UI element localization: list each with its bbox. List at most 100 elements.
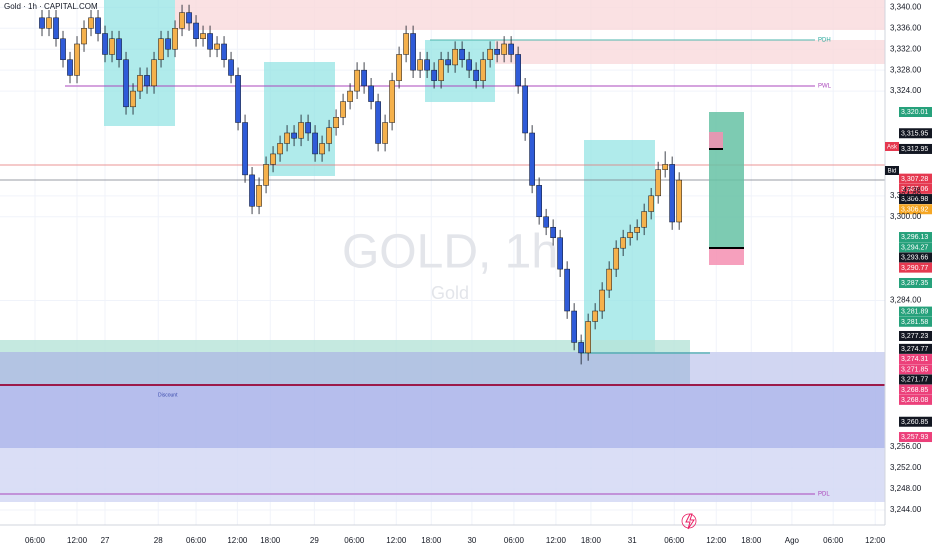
candle-body [172,28,178,50]
price-tag [899,194,932,205]
price-axis [885,0,932,550]
price-tag [899,204,932,215]
price-tag-label: 3,307.28 [901,176,928,183]
candle-body [186,12,192,24]
price-tag [899,343,932,354]
candle-body [571,310,577,343]
candle-body [396,54,402,81]
candle-body [305,122,311,134]
x-tick-label: 12:00 [706,536,727,545]
x-tick-label: 18:00 [581,536,602,545]
candle-body [74,43,80,76]
y-tick-label: 3,336.00 [890,23,922,32]
candle-body [501,43,507,55]
level-label: PDH [818,38,831,44]
candle-body [487,48,493,60]
candle-body [158,38,164,60]
candle-body [662,164,669,170]
x-tick-label: 18:00 [260,536,281,545]
candle-body [291,132,297,139]
candle-body [361,69,367,87]
candle-body [263,164,269,186]
price-tag-label: 3,306.92 [901,206,928,213]
candle-body [564,268,570,312]
stop-box [709,248,744,265]
candle-body [144,75,150,87]
supply-zone [495,40,885,64]
x-tick-label: 18:00 [741,536,762,545]
price-tag-label: 3,281.58 [901,319,928,326]
candle-body [81,28,87,45]
candle-body [459,48,465,60]
candle-body [123,59,129,108]
lightning-icon[interactable] [685,513,695,530]
candle-body [207,33,213,50]
discount-zone [0,448,885,502]
level-label: PWL [818,84,832,90]
candle-body [382,122,388,144]
candle-body [403,33,409,55]
price-tag-label: 3,306.98 [901,196,928,203]
price-tag [899,330,932,341]
price-tag-label: 3,260.85 [901,419,928,426]
x-tick-label: Ago [785,536,800,545]
candle-body [277,143,283,155]
candle-body [473,69,479,81]
demand-zone [0,340,690,352]
candle-body [102,33,108,55]
y-tick-label: 3,252.00 [890,463,922,472]
price-tag [899,394,932,405]
candle-body [193,22,199,39]
level-label: PDL [818,492,830,498]
candle-body [60,38,66,60]
y-tick-label: 3,284.00 [890,296,922,305]
y-tick-label: 3,324.00 [890,86,922,95]
candle-body [95,17,101,34]
icon-ring[interactable] [681,513,697,529]
candle-body [326,127,332,144]
price-tag [899,183,932,194]
candle-body [634,226,640,233]
price-tag [899,232,932,243]
candle-body [606,268,612,291]
x-tick-label: 12:00 [865,536,886,545]
price-tag [899,432,932,443]
candle-body [536,185,542,218]
candle-body [648,195,654,212]
candle-body [221,43,227,60]
candle-body [179,12,185,29]
y-tick-label: 3,328.00 [890,65,922,74]
candle-body [116,38,122,60]
price-tag-label: 3,315.95 [901,130,928,137]
price-tag-label: 3,294.27 [901,244,928,251]
candle-body [39,17,45,29]
candle-body [599,289,605,312]
candle-body [592,310,598,322]
price-tag-label: 3,271.85 [901,366,928,373]
ask-badge [885,142,899,151]
price-tag [899,262,932,273]
candle-body [550,226,556,238]
candle-body [620,237,626,249]
x-tick-label: 27 [101,536,110,545]
candle-body [165,38,171,50]
candle-body [67,59,73,76]
range-box [104,0,175,126]
candle-body [452,48,458,66]
x-tick-label: 31 [628,536,637,545]
candles [39,4,683,365]
candle-body [424,59,430,71]
candle-body [200,33,206,39]
time-axis [0,525,885,550]
x-tick-label: 06:00 [25,536,46,545]
candle-body [522,85,528,134]
candle-body [333,117,339,129]
candle-body [256,185,262,207]
price-tag [899,364,932,375]
zones [0,0,885,502]
price-tag [899,106,932,117]
candle-body [508,43,514,55]
price-tag [899,374,932,385]
candle-body [375,101,381,144]
